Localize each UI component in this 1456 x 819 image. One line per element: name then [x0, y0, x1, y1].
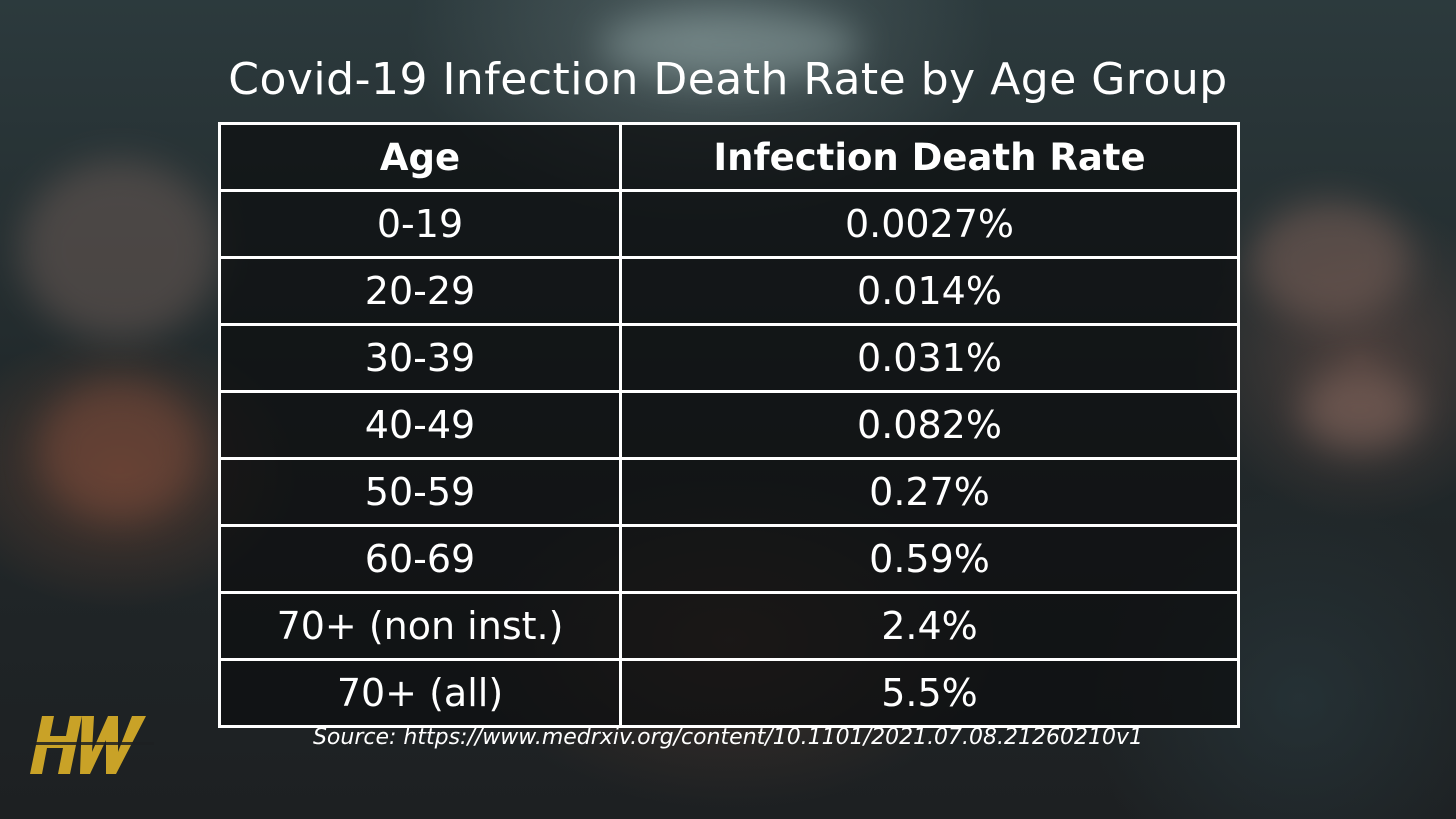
rate-cell: 0.031% [619, 323, 1240, 393]
table-row: 60-69 0.59% [218, 524, 1240, 594]
table-row: 70+ (non inst.) 2.4% [218, 591, 1240, 661]
age-cell: 70+ (non inst.) [218, 591, 622, 661]
background-blur-4 [40, 380, 200, 520]
death-rate-table: Age Infection Death Rate 0-19 0.0027% 20… [218, 122, 1240, 728]
table-row: 50-59 0.27% [218, 457, 1240, 527]
age-cell: 70+ (all) [218, 658, 622, 728]
hw-logo-icon [30, 716, 154, 774]
column-header-age: Age [218, 122, 622, 192]
table-row: 0-19 0.0027% [218, 189, 1240, 259]
background-blur-2 [1250, 200, 1410, 320]
age-cell: 60-69 [218, 524, 622, 594]
age-cell: 0-19 [218, 189, 622, 259]
age-cell: 50-59 [218, 457, 622, 527]
column-header-rate: Infection Death Rate [619, 122, 1240, 192]
table-row: 40-49 0.082% [218, 390, 1240, 460]
background-blur-1 [20, 160, 220, 340]
background-blur-5 [600, 10, 860, 80]
rate-cell: 0.014% [619, 256, 1240, 326]
rate-cell: 0.082% [619, 390, 1240, 460]
table-row: 70+ (all) 5.5% [218, 658, 1240, 728]
age-cell: 40-49 [218, 390, 622, 460]
background-blur-3 [1300, 370, 1420, 450]
rate-cell: 5.5% [619, 658, 1240, 728]
rate-cell: 2.4% [619, 591, 1240, 661]
page-title: Covid-19 Infection Death Rate by Age Gro… [228, 54, 1228, 105]
rate-cell: 0.0027% [619, 189, 1240, 259]
table-row: 30-39 0.031% [218, 323, 1240, 393]
rate-cell: 0.59% [619, 524, 1240, 594]
age-cell: 20-29 [218, 256, 622, 326]
table-header-row: Age Infection Death Rate [218, 122, 1240, 192]
rate-cell: 0.27% [619, 457, 1240, 527]
age-cell: 30-39 [218, 323, 622, 393]
source-citation: Source: https://www.medrxiv.org/content/… [312, 725, 1144, 750]
table-row: 20-29 0.014% [218, 256, 1240, 326]
